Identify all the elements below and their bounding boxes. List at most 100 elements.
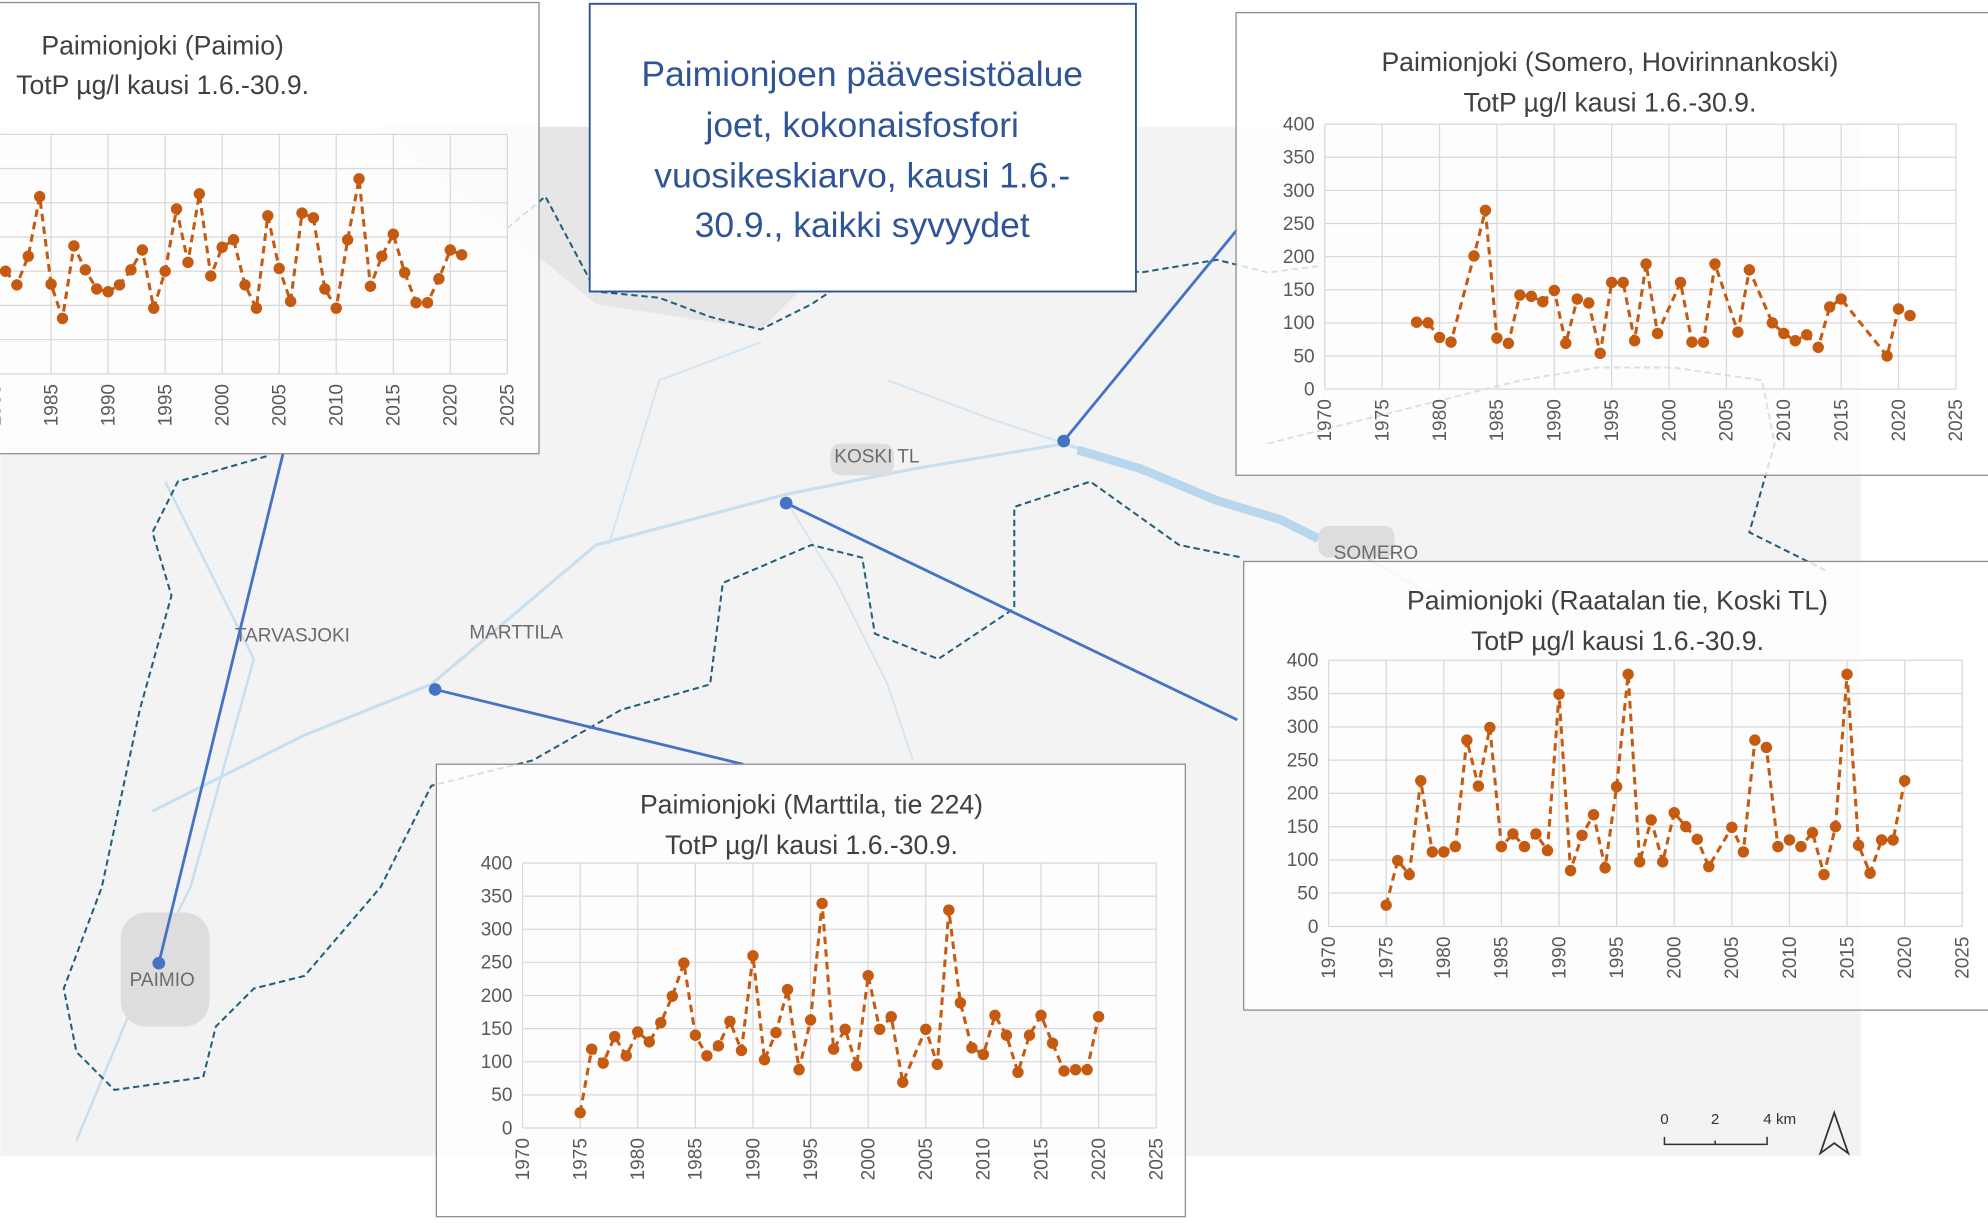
data-point bbox=[341, 234, 354, 246]
data-point bbox=[1548, 284, 1560, 297]
x-tick-label: 1980 bbox=[628, 1138, 649, 1180]
scale-label: 2 bbox=[1711, 1111, 1719, 1128]
data-point bbox=[364, 280, 377, 292]
x-tick-label: 2020 bbox=[1895, 937, 1916, 979]
x-tick-label: 2020 bbox=[441, 384, 462, 426]
data-point bbox=[1795, 840, 1807, 853]
x-tick-label: 1985 bbox=[686, 1138, 707, 1180]
main-title: joet, kokonaisfosfori bbox=[704, 105, 1018, 145]
data-point bbox=[376, 250, 388, 262]
map-label: KOSKI TL bbox=[834, 447, 919, 468]
x-tick-label: 1995 bbox=[801, 1138, 822, 1180]
town-area bbox=[830, 443, 894, 476]
data-point bbox=[1760, 741, 1773, 754]
chart-subtitle: TotP µg/l kausi 1.6.-30.9. bbox=[1463, 88, 1756, 118]
data-point bbox=[1468, 250, 1480, 262]
x-tick-label: 1990 bbox=[98, 384, 119, 426]
y-tick-label: 50 bbox=[491, 1085, 512, 1106]
x-tick-label: 2015 bbox=[384, 384, 405, 426]
data-point bbox=[1069, 1063, 1082, 1076]
x-tick-label: 1985 bbox=[1487, 399, 1508, 441]
data-point bbox=[205, 270, 217, 282]
data-point bbox=[1633, 856, 1646, 868]
y-tick-label: 400 bbox=[1287, 651, 1319, 672]
data-point bbox=[885, 1010, 897, 1023]
data-point bbox=[79, 264, 92, 276]
data-point bbox=[421, 296, 434, 309]
x-tick-label: 1990 bbox=[1545, 399, 1566, 441]
x-tick-label: 1975 bbox=[1372, 399, 1393, 441]
data-point bbox=[1495, 840, 1508, 853]
data-point bbox=[1892, 303, 1905, 315]
y-tick-label: 300 bbox=[1287, 717, 1319, 738]
chart-title: Paimionjoki (Marttila, tie 224) bbox=[640, 790, 983, 820]
chart-frame bbox=[0, 1, 540, 455]
x-tick-label: 1980 bbox=[1434, 937, 1455, 979]
main-title: vuosikeskiarvo, kausi 1.6.- bbox=[654, 156, 1070, 196]
data-point bbox=[1898, 775, 1911, 787]
scale-label: 4 km bbox=[1763, 1111, 1796, 1128]
x-tick-label: 2020 bbox=[1889, 399, 1910, 441]
data-point bbox=[1801, 329, 1813, 341]
data-point bbox=[1035, 1009, 1047, 1022]
data-point bbox=[1576, 829, 1588, 841]
data-point bbox=[1438, 846, 1450, 858]
chart-subtitle: TotP µg/l kausi 1.6.-30.9. bbox=[665, 830, 958, 860]
data-point bbox=[102, 286, 114, 298]
data-point bbox=[1507, 828, 1519, 840]
data-point bbox=[1881, 350, 1893, 362]
site bbox=[152, 956, 166, 970]
data-point bbox=[1433, 331, 1446, 344]
data-point bbox=[1686, 336, 1698, 348]
data-point bbox=[1530, 828, 1542, 840]
data-point bbox=[1812, 341, 1824, 354]
data-point bbox=[1081, 1063, 1093, 1076]
y-tick-label: 350 bbox=[1283, 148, 1315, 169]
data-point bbox=[262, 210, 274, 222]
y-tick-label: 50 bbox=[1297, 884, 1318, 905]
data-point bbox=[839, 1023, 851, 1035]
y-tick-label: 350 bbox=[481, 887, 513, 908]
sites bbox=[152, 434, 1071, 970]
scale-label: 0 bbox=[1660, 1111, 1668, 1128]
map-label: MARTTILA bbox=[469, 623, 563, 644]
x-tick-label: 2010 bbox=[974, 1138, 995, 1180]
data-point bbox=[1587, 808, 1600, 821]
x-tick-label: 1980 bbox=[0, 384, 5, 426]
y-tick-label: 400 bbox=[481, 853, 513, 874]
data-point bbox=[1610, 781, 1623, 793]
data-point bbox=[1668, 806, 1680, 819]
y-tick-label: 200 bbox=[481, 986, 513, 1007]
river bbox=[75, 481, 256, 1142]
data-point bbox=[1012, 1066, 1024, 1079]
data-point bbox=[735, 1044, 748, 1057]
data-point bbox=[1651, 327, 1664, 340]
data-point bbox=[1426, 846, 1438, 858]
x-tick-label: 2015 bbox=[1832, 399, 1853, 441]
x-tick-label: 1985 bbox=[1492, 937, 1513, 979]
data-point bbox=[1410, 316, 1423, 328]
main-title: Paimionjoen päävesistöalue bbox=[641, 54, 1083, 94]
chart: Paimionjoki (Raatalan tie, Koski TL) TotP… bbox=[1243, 560, 1988, 1011]
y-tick-label: 100 bbox=[1283, 313, 1315, 334]
data-point bbox=[1904, 309, 1916, 322]
data-point bbox=[989, 1009, 1001, 1022]
data-point bbox=[1749, 734, 1761, 746]
data-point bbox=[1835, 293, 1847, 305]
x-tick-label: 2025 bbox=[1946, 399, 1967, 441]
y-tick-label: 200 bbox=[1287, 784, 1319, 805]
data-point bbox=[353, 173, 365, 185]
data-point bbox=[1806, 826, 1819, 839]
y-tick-label: 350 bbox=[1287, 684, 1319, 705]
data-point bbox=[193, 188, 206, 200]
y-tick-label: 200 bbox=[1283, 247, 1315, 268]
x-tick-label: 1995 bbox=[155, 384, 176, 426]
data-point bbox=[712, 1040, 725, 1052]
x-tick-label: 2010 bbox=[327, 384, 348, 426]
data-point bbox=[22, 250, 34, 262]
data-point bbox=[1737, 846, 1750, 858]
data-line bbox=[578, 903, 1101, 1113]
data-point bbox=[862, 969, 874, 982]
